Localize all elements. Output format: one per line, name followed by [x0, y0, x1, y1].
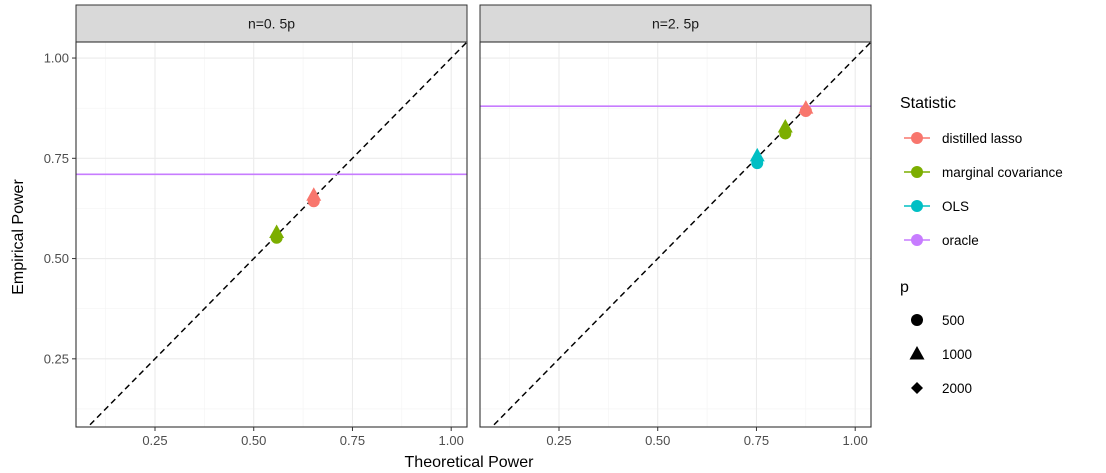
x-tick-label: 0.50 [645, 433, 670, 448]
legend-label: 1000 [942, 347, 972, 362]
legend-label: distilled lasso [942, 131, 1022, 146]
legend-key-shape [909, 346, 925, 360]
facet-strip [75, 4, 468, 43]
legend-label: OLS [942, 199, 969, 214]
y-tick-label: 0.75 [44, 151, 69, 166]
y-tick-label: 0.25 [44, 351, 69, 366]
x-tick-label: 1.00 [843, 433, 868, 448]
y-axis-title: Empirical Power [10, 179, 27, 295]
y-tick-label: 1.00 [44, 51, 69, 66]
legend-key-dot [911, 234, 923, 246]
facet-strip-label: n=0. 5p [248, 16, 295, 32]
x-tick-label: 0.75 [744, 433, 769, 448]
legend-key-dot [911, 132, 923, 144]
panel-border [75, 41, 468, 428]
legend: Statistic distilled lasso marginal covaria… [900, 95, 1063, 396]
facet-panel-2: n=2. 5p 0.25 0.50 0.75 1.00 [479, 4, 872, 448]
legend-label: oracle [942, 233, 979, 248]
facet-strip [479, 4, 872, 43]
legend-label: marginal covariance [942, 165, 1063, 180]
x-tick-label: 1.00 [439, 433, 464, 448]
data-point [306, 187, 322, 201]
x-tick-label: 0.50 [241, 433, 266, 448]
data-point [798, 100, 814, 114]
legend-key-shape [911, 382, 923, 394]
legend-label: 500 [942, 313, 965, 328]
legend-title-statistic: Statistic [900, 95, 956, 112]
legend-key-shape [911, 314, 923, 326]
data-point [269, 224, 285, 238]
facet-panel-1: n=0. 5p 0.25 0.50 0.75 1.00 0.25 0.50 0.75 1.00 [44, 4, 468, 448]
x-axis-title: Theoretical Power [405, 454, 535, 471]
panel-border [479, 41, 872, 428]
x-tick-label: 0.25 [546, 433, 571, 448]
legend-title-p: p [900, 279, 909, 296]
facet-strip-label: n=2. 5p [652, 16, 699, 32]
x-tick-label: 0.75 [340, 433, 365, 448]
legend-key-dot [911, 166, 923, 178]
legend-key-dot [911, 200, 923, 212]
panels-layer: n=0. 5p0.25 0.50 0.75 1.000.250.500.751.00n… [44, 4, 872, 448]
data-point [749, 147, 765, 162]
x-tick-label: 0.25 [142, 433, 167, 448]
y-tick-label: 0.50 [44, 251, 69, 266]
panel-data [480, 42, 871, 427]
panel-data [76, 42, 467, 427]
panel-background [480, 42, 871, 427]
reference-diagonal [86, 42, 467, 427]
data-point [777, 119, 793, 133]
legend-label: 2000 [942, 381, 972, 396]
